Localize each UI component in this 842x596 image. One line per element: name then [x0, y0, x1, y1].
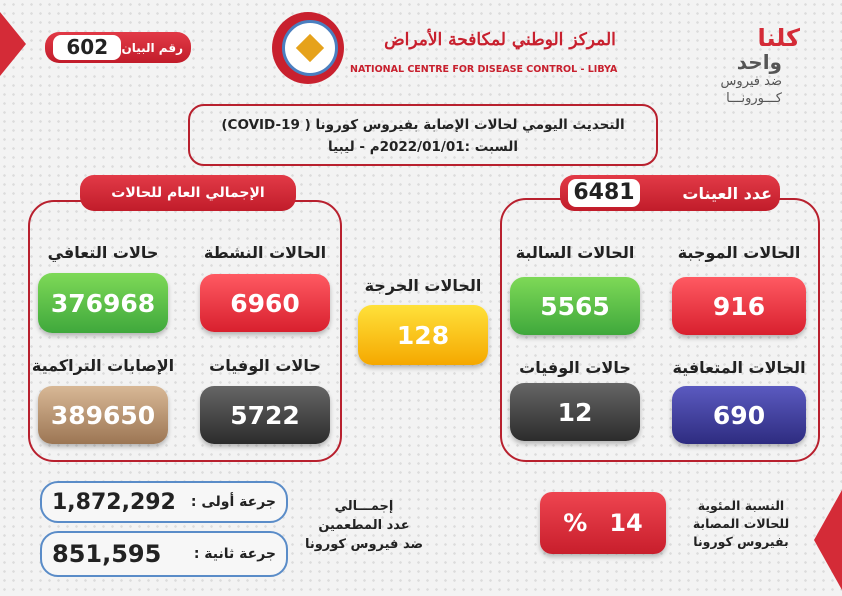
totals-label: الإجمالي العام للحالات: [111, 185, 265, 201]
vaccination-title-line: ضد فيروس كورونا: [304, 537, 424, 552]
percentage-label-line: بفيروس كورونا: [693, 534, 789, 549]
logo-arabic-text: المركز الوطني لمكافحة الأمراض: [384, 30, 616, 50]
percentage-label-line: للحالات المصابة: [692, 516, 790, 531]
campaign-line: كـــورونـــا: [726, 91, 782, 106]
corner-tab-left: [0, 12, 26, 76]
ncdc-logo: [272, 12, 344, 84]
card-label: حالات الوفيات: [519, 358, 631, 377]
samples-label: عدد العينات: [682, 183, 772, 203]
deaths-card: 12: [510, 383, 640, 441]
card-label: الحالات الموجبة: [677, 243, 801, 262]
card-label: الإصابات التراكمية: [31, 356, 175, 375]
percentage-unit: %: [563, 509, 588, 537]
second-dose-label: جرعة ثانية :: [193, 546, 276, 562]
samples-value: 6481: [568, 178, 640, 208]
card-label: حالات التعافي: [47, 243, 159, 262]
vaccination-title: إجمـــالي عدد المطعمين ضد فيروس كورونا: [294, 497, 434, 554]
statement-number-badge: 602 رقم البيان: [45, 32, 191, 63]
campaign-line: ضد فيروس: [720, 74, 782, 89]
statement-label: رقم البيان: [121, 40, 183, 55]
negative-cases-card: 5565: [510, 277, 640, 335]
vaccination-title-line: عدد المطعمين: [318, 518, 410, 533]
header-date: السبت :2022/01/01م - ليبيا: [328, 139, 518, 155]
card-label: الحالات النشطة: [203, 243, 327, 262]
percentage-label: النسبة المئوية للحالات المصابة بفيروس كو…: [676, 497, 806, 551]
recovered-cases-card: 690: [672, 386, 806, 444]
total-recovered-card: 376968: [38, 273, 168, 333]
samples-badge: 6481 عدد العينات: [560, 175, 780, 211]
card-label: حالات الوفيات: [209, 356, 321, 375]
totals-badge: الإجمالي العام للحالات: [80, 175, 296, 211]
active-cases-card: 6960: [200, 274, 330, 332]
campaign-line: واحد: [736, 50, 782, 74]
total-deaths-card: 5722: [200, 386, 330, 444]
first-dose-label: جرعة أولى :: [190, 494, 276, 510]
cumulative-cases-card: 389650: [38, 386, 168, 444]
campaign-line: كلنا: [757, 24, 800, 52]
logo-english-text: NATIONAL CENTRE FOR DISEASE CONTROL - LI…: [350, 64, 618, 75]
campaign-logo: كلنا واحد ضد فيروس كـــورونـــا: [690, 25, 800, 107]
first-dose-value: 1,872,292: [52, 489, 176, 515]
header-box: التحديث اليومي لحالات الإصابة بفيروس كور…: [188, 104, 658, 166]
critical-label: الحالات الحرجة: [364, 276, 482, 295]
percentage-label-line: النسبة المئوية: [697, 498, 785, 513]
percentage-value: 14: [609, 509, 643, 537]
statement-number: 602: [53, 35, 122, 60]
vaccination-title-line: إجمـــالي: [334, 499, 394, 514]
positive-cases-card: 916: [672, 277, 806, 335]
second-dose-pill: جرعة ثانية : 851,595: [40, 531, 288, 577]
second-dose-value: 851,595: [52, 540, 162, 568]
card-label: الحالات السالبة: [515, 243, 635, 262]
card-label: الحالات المتعافية: [672, 358, 806, 377]
corner-tab-right: [814, 490, 842, 590]
first-dose-pill: جرعة أولى : 1,872,292: [40, 481, 288, 523]
header-title: التحديث اليومي لحالات الإصابة بفيروس كور…: [221, 117, 625, 133]
critical-cases-card: 128: [358, 305, 488, 365]
percentage-box: % 14: [540, 492, 666, 554]
